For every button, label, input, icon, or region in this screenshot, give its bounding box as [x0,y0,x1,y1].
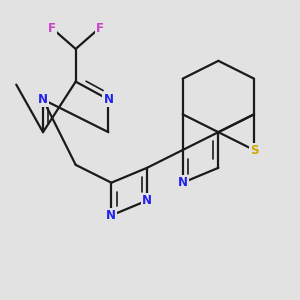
Text: N: N [103,93,113,106]
Text: S: S [250,143,258,157]
Text: N: N [142,194,152,207]
Text: N: N [106,209,116,222]
Text: N: N [178,176,188,189]
Text: F: F [95,22,104,34]
Text: N: N [38,93,48,106]
Text: F: F [48,22,56,34]
